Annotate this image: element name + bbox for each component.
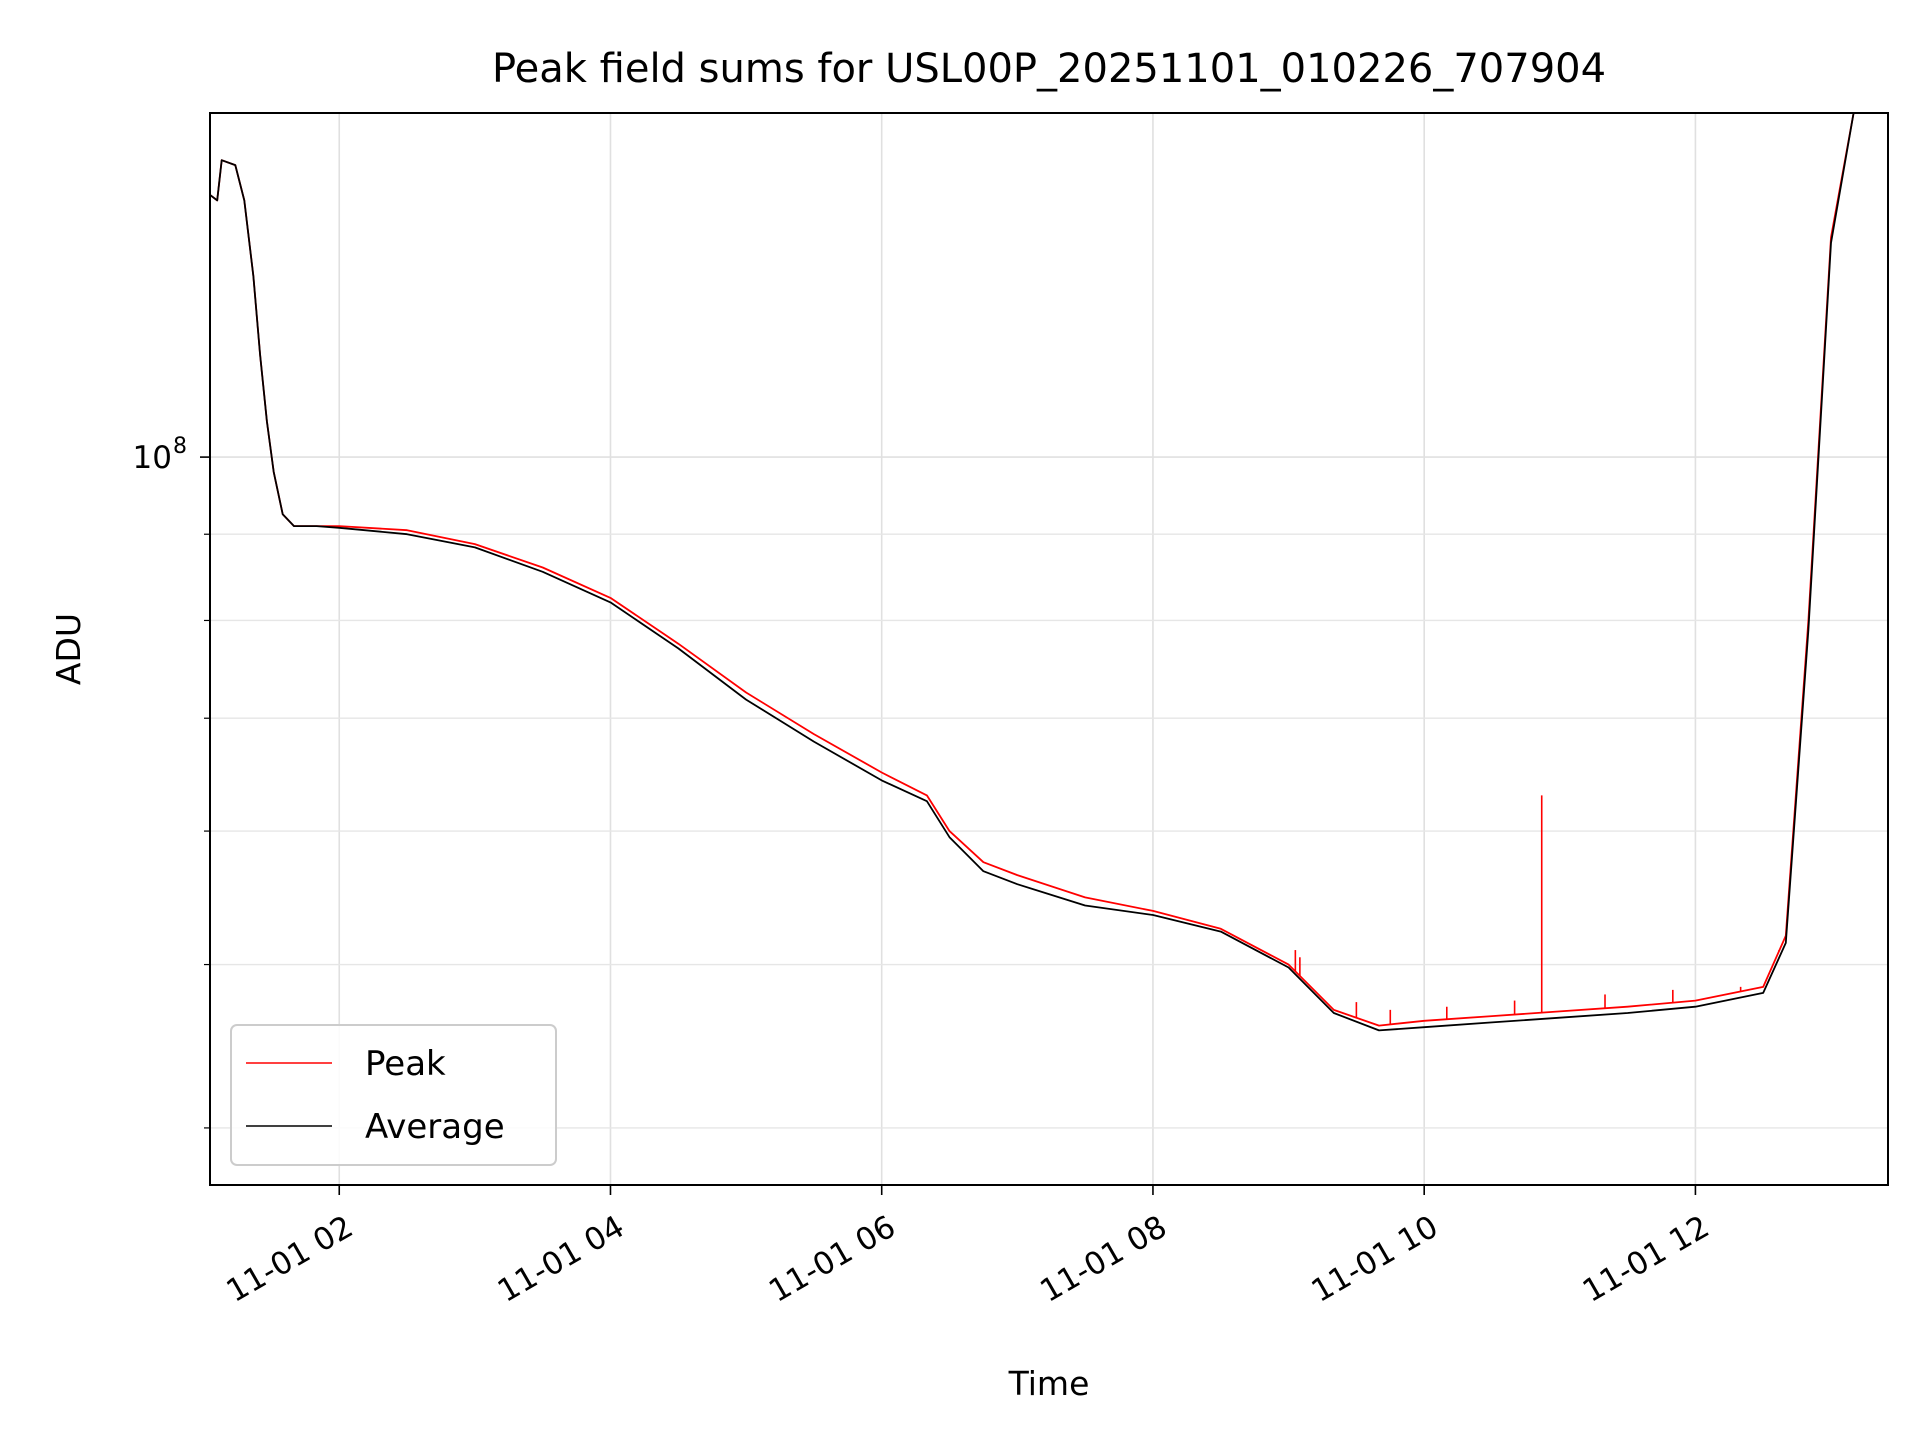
x-tick-label: 11-01 02 [221,1209,360,1310]
x-tick-label: 11-01 12 [1577,1209,1716,1310]
y-axis-title: ADU [49,613,88,685]
tick-layer: 11-01 02 11-01 04 11-01 06 11-01 08 11-01 10… [133,434,1716,1310]
chart-title: Peak field sums for USL00P_20251101_0102… [492,46,1606,92]
series-clip-group [210,113,1855,1032]
y-tick-label: 10 [133,440,172,476]
x-tick-label: 11-01 08 [1034,1209,1173,1310]
x-tick-label: 11-01 06 [763,1209,902,1310]
legend: Peak Average [230,1024,557,1166]
x-tick-label: 11-01 04 [492,1209,631,1310]
legend-box [230,1024,557,1166]
grid-layer [210,113,1888,1185]
x-tick-label: 11-01 10 [1305,1209,1444,1310]
legend-label-average: Average [365,1107,505,1147]
y-tick-label-exponent: 8 [173,434,187,459]
series-line-average [210,113,1855,1032]
series-layer [210,113,1855,1032]
x-axis-title: Time [1008,1364,1090,1403]
plot-frame [209,112,1889,1186]
legend-label-peak: Peak [365,1044,446,1084]
